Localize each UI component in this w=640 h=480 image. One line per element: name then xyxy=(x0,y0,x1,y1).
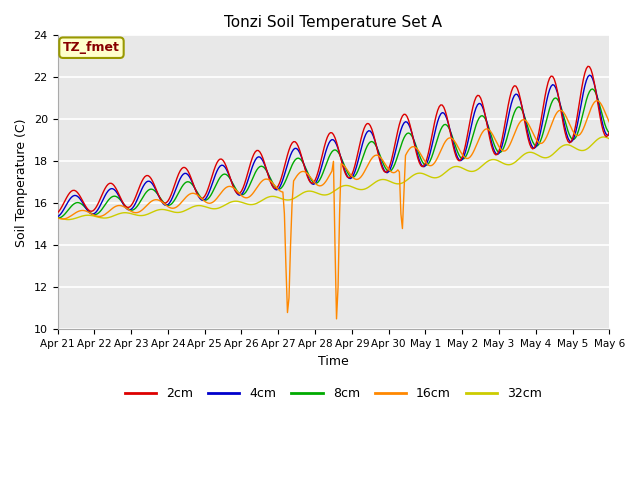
Y-axis label: Soil Temperature (C): Soil Temperature (C) xyxy=(15,118,28,247)
Text: TZ_fmet: TZ_fmet xyxy=(63,41,120,54)
Legend: 2cm, 4cm, 8cm, 16cm, 32cm: 2cm, 4cm, 8cm, 16cm, 32cm xyxy=(120,383,547,406)
X-axis label: Time: Time xyxy=(318,355,349,368)
Title: Tonzi Soil Temperature Set A: Tonzi Soil Temperature Set A xyxy=(225,15,442,30)
